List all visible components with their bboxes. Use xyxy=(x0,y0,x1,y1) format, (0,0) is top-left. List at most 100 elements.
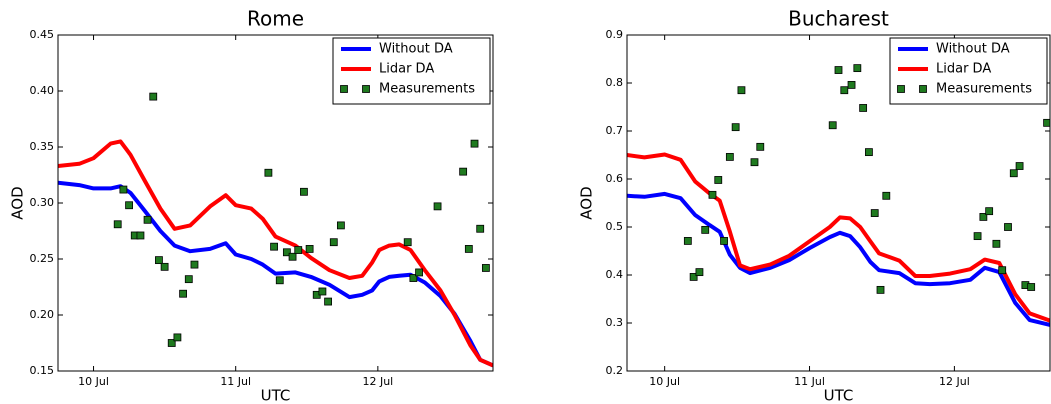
x-tick-label: 12 Jul xyxy=(939,375,970,388)
marker xyxy=(119,185,128,194)
marker xyxy=(433,202,442,211)
line xyxy=(627,152,1050,323)
marker xyxy=(275,276,284,285)
y-tick-label: 0.20 xyxy=(30,308,55,321)
marker xyxy=(853,64,862,73)
marker xyxy=(324,297,332,306)
marker xyxy=(1009,169,1018,178)
marker xyxy=(847,81,856,89)
chart: Bucharest UTC AOD 0.2 0.3 0.4 0.5 0.6 0.7 0.8 0.9 1… xyxy=(578,7,1051,404)
marker xyxy=(288,252,297,261)
marker xyxy=(136,231,145,240)
chart: Rome UTC AOD 0.15 0.20 0.25 0.30 0.35 0.40 0.45 10… xyxy=(9,7,494,404)
legend-label: Measurements xyxy=(379,82,475,97)
marker xyxy=(282,248,291,257)
chart-title: Bucharest xyxy=(788,7,889,31)
line xyxy=(58,180,493,368)
y-tick-label: 0.2 xyxy=(606,364,624,377)
marker xyxy=(113,220,122,229)
legend-swatch xyxy=(897,85,905,93)
y-tick-label: 0.6 xyxy=(606,172,624,185)
legend-swatch xyxy=(919,85,927,93)
marker xyxy=(415,268,423,277)
marker xyxy=(737,86,746,95)
marker xyxy=(756,142,765,151)
marker xyxy=(828,121,837,130)
legend-label: Without DA xyxy=(936,42,1010,57)
marker xyxy=(714,176,723,184)
marker xyxy=(336,221,345,230)
marker xyxy=(689,273,698,281)
marker xyxy=(1027,283,1036,291)
marker xyxy=(1015,162,1024,170)
line xyxy=(627,191,1050,327)
marker xyxy=(973,232,982,241)
marker xyxy=(143,215,152,224)
marker xyxy=(725,153,734,161)
y-axis-label: AOD xyxy=(578,186,596,219)
marker xyxy=(318,287,327,296)
marker xyxy=(270,242,278,251)
marker xyxy=(155,256,163,265)
y-tick-label: 0.35 xyxy=(30,140,55,153)
y-tick-label: 0.8 xyxy=(606,76,624,89)
plot-area xyxy=(58,92,493,368)
marker xyxy=(701,225,710,234)
marker xyxy=(167,339,176,347)
legend: Without DA Lidar DA Measurements xyxy=(889,37,1048,105)
marker xyxy=(459,167,468,176)
marker xyxy=(179,289,187,298)
y-tick-label: 0.15 xyxy=(30,364,55,377)
x-tick-label: 10 Jul xyxy=(78,375,109,388)
marker xyxy=(695,268,704,277)
y-tick-label: 0.7 xyxy=(606,124,624,137)
marker xyxy=(840,86,849,95)
marker xyxy=(264,168,273,177)
y-tick-label: 0.9 xyxy=(606,28,624,41)
y-tick-label: 0.3 xyxy=(606,316,624,329)
marker xyxy=(750,158,759,167)
marker xyxy=(985,207,994,216)
legend-label: Lidar DA xyxy=(936,62,991,77)
x-tick-label: 11 Jul xyxy=(220,375,251,388)
marker xyxy=(403,238,412,247)
marker xyxy=(1004,223,1012,231)
marker xyxy=(329,238,338,247)
marker xyxy=(173,333,182,342)
marker xyxy=(834,66,843,74)
plot-area xyxy=(627,44,1050,327)
y-axis-label: AOD xyxy=(9,186,27,219)
legend-label: Lidar DA xyxy=(379,62,434,77)
marker xyxy=(731,123,740,132)
marker xyxy=(470,139,479,148)
legend-label: Without DA xyxy=(379,42,453,57)
axes-frame xyxy=(57,34,494,372)
axes-frame xyxy=(626,34,1051,372)
y-tick-label: 0.5 xyxy=(606,220,624,233)
marker xyxy=(720,237,728,245)
marker xyxy=(190,260,199,269)
x-axis-label: UTC xyxy=(261,387,291,404)
y-tick-label: 0.45 xyxy=(30,28,55,41)
marker xyxy=(979,213,988,221)
marker xyxy=(998,266,1007,275)
x-tick-label: 12 Jul xyxy=(362,375,393,388)
marker xyxy=(683,237,692,245)
marker xyxy=(125,201,133,210)
marker xyxy=(870,209,879,217)
marker xyxy=(876,285,885,294)
legend-swatch xyxy=(340,85,348,93)
marker xyxy=(300,187,308,196)
marker xyxy=(409,274,418,282)
marker xyxy=(464,245,473,253)
chart-title: Rome xyxy=(247,7,304,31)
marker xyxy=(865,148,873,157)
y-tick-label: 0.4 xyxy=(606,268,624,281)
y-tick-label: 0.25 xyxy=(30,252,55,265)
marker xyxy=(859,104,868,112)
marker xyxy=(481,264,490,272)
marker xyxy=(160,262,169,271)
legend: Without DA Lidar DA Measurements xyxy=(332,37,491,105)
y-tick-label: 0.30 xyxy=(30,196,55,209)
